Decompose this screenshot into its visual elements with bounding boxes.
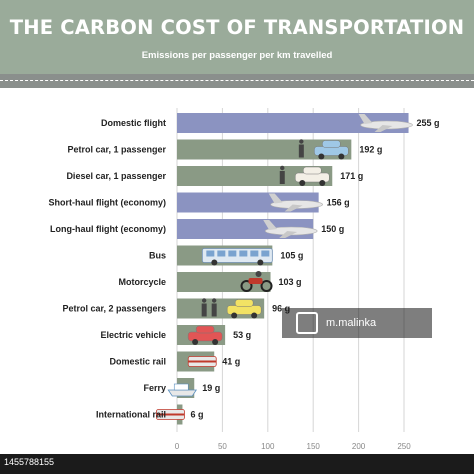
- x-tick-label: 0: [175, 442, 180, 451]
- category-label: Long-haul flight (economy): [50, 224, 166, 234]
- category-labels: Domestic flight Petrol car, 1 passenger Di…: [49, 118, 167, 420]
- chart-subtitle: Emissions per passenger per km travelled: [141, 50, 333, 61]
- vehicle-icons: [156, 114, 413, 420]
- category-label: Electric vehicle: [100, 330, 166, 340]
- car-with-person-icon: [298, 139, 349, 160]
- bar: [177, 139, 352, 160]
- ferry-icon: [167, 383, 197, 397]
- category-label: Motorcycle: [118, 277, 166, 287]
- road-dashed-line: [0, 80, 474, 81]
- value-label: 171 g: [340, 171, 363, 181]
- bar: [177, 166, 333, 186]
- value-labels: 255 g 192 g 171 g 156 g 150 g 105 g 103 g 96 g 5…: [190, 118, 439, 420]
- train-icon: [156, 409, 185, 420]
- bus-icon: [201, 248, 273, 266]
- bar: [177, 272, 271, 292]
- category-label: Bus: [149, 251, 166, 261]
- road-decoration: [0, 74, 474, 88]
- car-with-person-icon: [279, 165, 330, 186]
- value-label: 255 g: [417, 118, 440, 128]
- value-label: 96 g: [272, 304, 290, 314]
- category-label: Short-haul flight (economy): [49, 198, 167, 208]
- x-tick-label: 200: [352, 442, 366, 451]
- category-label: Ferry: [143, 383, 166, 393]
- value-label: 53 g: [233, 330, 251, 340]
- car-with-two-people-icon: [201, 298, 262, 319]
- value-label: 6 g: [190, 410, 203, 420]
- watermark-text: m.malinka: [326, 317, 377, 329]
- bars: [177, 113, 409, 425]
- category-label: Domestic rail: [109, 357, 166, 367]
- value-label: 103 g: [279, 277, 302, 287]
- category-label: Petrol car, 1 passenger: [67, 145, 166, 155]
- x-tick-label: 100: [261, 442, 275, 451]
- stock-id: 1455788155: [4, 457, 55, 467]
- bar: [177, 113, 409, 133]
- footer-bar: [0, 454, 474, 474]
- category-label: International rail: [96, 410, 166, 420]
- x-axis-ticks: 0 50 100 150 200 250: [175, 442, 411, 451]
- x-tick-label: 150: [307, 442, 321, 451]
- plane-icon: [263, 220, 318, 238]
- train-icon: [187, 356, 217, 367]
- value-label: 156 g: [327, 198, 350, 208]
- header-banner: [0, 0, 474, 88]
- motorcycle-icon: [240, 271, 273, 292]
- category-label: Domestic flight: [101, 118, 166, 128]
- x-tick-label: 250: [397, 442, 411, 451]
- value-label: 105 g: [280, 251, 303, 261]
- plane-icon: [268, 193, 323, 212]
- grid-lines: [176, 108, 405, 432]
- category-label: Diesel car, 1 passenger: [66, 171, 166, 181]
- chart-title: THE CARBON COST OF TRANSPORTATION: [9, 16, 465, 39]
- value-label: 150 g: [321, 224, 344, 234]
- electric-car-icon: [187, 325, 223, 345]
- watermark-logo-icon: [296, 312, 318, 334]
- plane-icon: [358, 114, 413, 132]
- value-label: 192 g: [359, 145, 382, 155]
- category-label: Petrol car, 2 passengers: [62, 304, 166, 314]
- x-tick-label: 50: [218, 442, 227, 451]
- value-label: 19 g: [202, 383, 220, 393]
- value-label: 41 g: [222, 357, 240, 367]
